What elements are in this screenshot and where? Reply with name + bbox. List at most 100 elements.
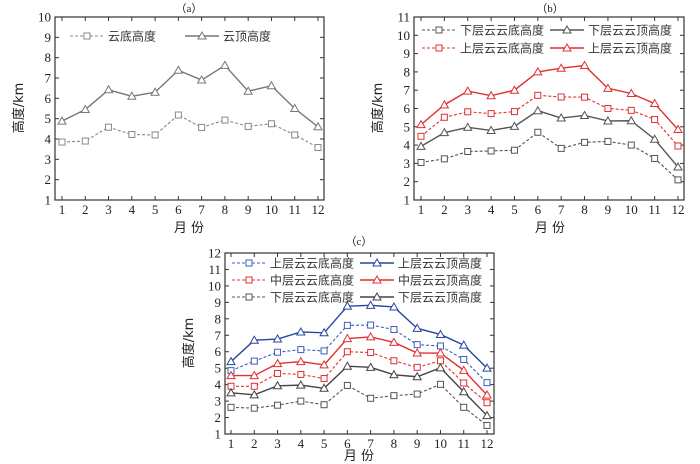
series-1 (227, 321, 491, 387)
square-marker (413, 341, 421, 349)
triangle-marker (435, 362, 446, 372)
legend-label: 云底高度 (108, 29, 156, 44)
triangle-marker (458, 365, 469, 374)
series-line (231, 336, 488, 396)
panel-c-ylabel: 高度/km (181, 318, 197, 369)
square-marker (343, 321, 351, 329)
triangle-marker (313, 121, 323, 131)
triangle-marker (319, 327, 329, 337)
square-marker (267, 120, 275, 128)
triangle-marker (319, 383, 329, 392)
triangle-marker (562, 24, 572, 34)
triangle-marker (412, 323, 423, 332)
y-tick-label: 5 (215, 361, 222, 376)
legend-item: 中层云云底高度 (232, 273, 354, 288)
triangle-marker (389, 301, 399, 311)
square-marker (557, 144, 565, 152)
triangle-marker (435, 329, 446, 338)
x-tick-label: 12 (672, 202, 685, 217)
triangle-marker (295, 326, 306, 336)
legend: 云底高度 云顶高度 (70, 29, 271, 44)
series-2 (226, 300, 492, 372)
triangle-marker (289, 103, 300, 112)
square-marker (390, 392, 398, 400)
series-4 (416, 60, 683, 134)
x-tick-label: 2 (82, 202, 89, 217)
square-marker (58, 138, 66, 146)
triangle-marker (556, 63, 567, 72)
y-tick-label: 4 (404, 138, 411, 153)
square-marker (581, 138, 589, 146)
square-marker (250, 404, 258, 412)
square-marker (413, 390, 421, 398)
triangle-marker (226, 356, 236, 366)
triangle-marker (57, 116, 67, 125)
y-tick-label: 5 (45, 111, 52, 126)
triangle-marker (173, 65, 184, 74)
square-marker (297, 346, 305, 354)
triangle-marker (486, 125, 496, 134)
triangle-marker (649, 134, 660, 143)
x-tick-label: 3 (274, 436, 281, 451)
series-line (230, 324, 488, 384)
panel-c-xlabel: 月 份 (344, 449, 374, 464)
triangle-marker (372, 291, 382, 301)
legend-label: 下层云云顶高度 (398, 290, 482, 305)
triangle-marker (249, 370, 260, 380)
series-line (230, 365, 488, 417)
square-marker (627, 141, 635, 149)
square-marker (245, 259, 253, 267)
series-1 (58, 111, 322, 152)
square-marker (440, 155, 448, 163)
square-marker (83, 32, 91, 40)
x-tick-label: 12 (312, 202, 325, 217)
square-marker (250, 382, 258, 390)
x-tick-label: 4 (298, 436, 305, 451)
series-5 (227, 380, 491, 429)
x-tick-label: 11 (648, 202, 661, 217)
triangle-marker (319, 359, 329, 369)
triangle-marker (462, 122, 473, 131)
square-marker (460, 403, 468, 411)
square-marker (174, 111, 182, 119)
triangle-marker (372, 274, 382, 284)
series-1 (417, 128, 682, 184)
y-tick-label: 9 (45, 30, 52, 45)
y-tick-label: 2 (45, 172, 52, 187)
x-tick-label: 2 (441, 202, 448, 217)
triangle-marker (365, 300, 376, 309)
square-marker (487, 147, 495, 155)
square-marker (483, 379, 491, 387)
triangle-marker (435, 348, 446, 357)
y-tick-label: 1 (45, 193, 52, 208)
square-marker (435, 44, 443, 52)
x-tick-label: 6 (344, 436, 351, 451)
triangle-marker (197, 30, 207, 40)
legend-item: 上层云云底高度 (422, 41, 544, 56)
square-marker (151, 131, 159, 139)
triangle-marker (196, 75, 207, 84)
legend-label: 下层云云底高度 (460, 23, 544, 38)
y-tick-label: 3 (45, 152, 52, 167)
square-marker (250, 357, 258, 365)
panel-b-ylabel: 高度/km (370, 83, 386, 134)
square-marker (460, 379, 468, 387)
x-tick-label: 4 (129, 202, 136, 217)
square-marker (534, 91, 542, 99)
square-marker (483, 421, 491, 429)
y-tick-label: 10 (208, 278, 221, 293)
triangle-marker (562, 42, 572, 52)
series-line (420, 109, 679, 168)
plot-frame (54, 16, 325, 201)
x-tick-label: 7 (198, 202, 205, 217)
legend-item: 上层云云底高度 (232, 256, 354, 271)
square-marker (367, 321, 375, 329)
triangle-marker (603, 115, 613, 125)
square-marker (297, 370, 305, 378)
square-marker (367, 394, 375, 402)
y-tick-label: 10 (38, 10, 51, 25)
triangle-marker (266, 80, 277, 90)
series-6 (226, 361, 492, 420)
